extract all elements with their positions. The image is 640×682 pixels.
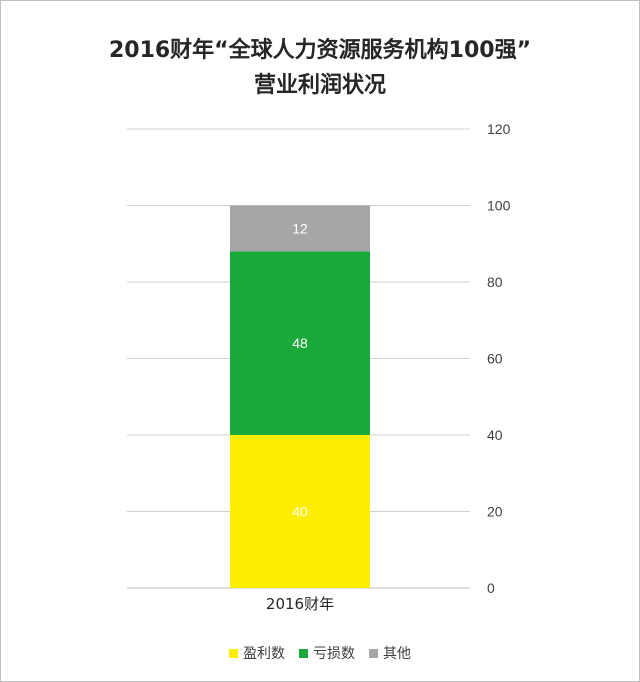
- legend-item-other: 其他: [369, 643, 411, 663]
- legend-swatch-loss: [299, 648, 308, 658]
- legend-label-profit: 盈利数: [243, 646, 285, 662]
- x-category-label: 2016财年: [266, 595, 334, 613]
- chart-title: 2016财年“全球人力资源服务机构100强”: [108, 38, 532, 63]
- legend-label-other: 其他: [383, 646, 411, 662]
- y-tick-label: 80: [487, 274, 503, 290]
- legend-item-profit: 盈利数: [229, 643, 285, 663]
- bar-segment: [230, 251, 370, 435]
- y-tick-label: 0: [487, 580, 495, 596]
- y-tick-label: 60: [487, 351, 503, 367]
- data-label: 12: [292, 220, 308, 236]
- legend-label-loss: 亏损数: [313, 646, 355, 662]
- y-tick-label: 120: [487, 121, 511, 137]
- legend-swatch-profit: [229, 648, 238, 658]
- y-tick-label: 20: [487, 504, 503, 520]
- chart-subtitle: 营业利润状况: [253, 73, 386, 98]
- legend-swatch-other: [369, 648, 378, 658]
- y-tick-label: 40: [487, 427, 503, 443]
- legend-item-loss: 亏损数: [299, 643, 355, 663]
- data-label: 48: [292, 335, 308, 351]
- bar-segment: [230, 205, 370, 252]
- bar-segment: [230, 435, 370, 588]
- chart-legend: 盈利数 亏损数 其他: [0, 643, 640, 663]
- data-label: 40: [292, 504, 308, 520]
- y-tick-label: 100: [487, 198, 511, 214]
